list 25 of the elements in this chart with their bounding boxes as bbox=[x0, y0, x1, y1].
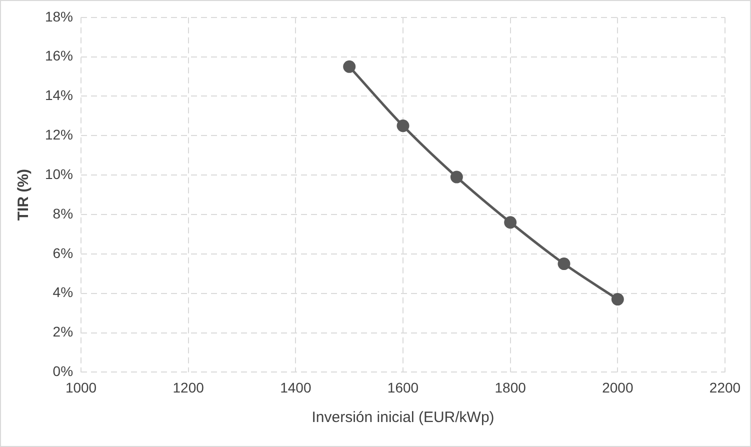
point bbox=[396, 120, 410, 132]
y-tick-label: 10% bbox=[44, 166, 74, 182]
y-axis-title: TIR (%) bbox=[15, 168, 32, 221]
y-tick-label: 12% bbox=[44, 126, 74, 143]
x-tick-label: 2000 bbox=[602, 379, 634, 396]
y-tick-label: 8% bbox=[52, 205, 74, 222]
point bbox=[611, 293, 624, 306]
y-tick-label: 4% bbox=[52, 284, 74, 300]
y-tick-label: 6% bbox=[52, 244, 74, 261]
point bbox=[343, 60, 356, 73]
y-tick-label: 18% bbox=[44, 8, 74, 24]
x-axis-title: Inversión inicial (EUR/kWp) bbox=[312, 409, 494, 426]
y-tick-label: 16% bbox=[44, 48, 74, 64]
point bbox=[504, 216, 517, 229]
point bbox=[558, 258, 570, 270]
x-tick-label: 1400 bbox=[280, 379, 312, 396]
x-tick-label: 1800 bbox=[494, 379, 526, 396]
x-tick-label: 1600 bbox=[387, 379, 419, 396]
y-tick-label: 0% bbox=[52, 363, 74, 380]
x-tick-label: 1000 bbox=[65, 379, 97, 396]
point bbox=[450, 170, 463, 184]
x-tick-label: 2200 bbox=[709, 379, 741, 396]
y-tick-label: 14% bbox=[44, 87, 74, 104]
x-tick-label: 1200 bbox=[172, 379, 204, 396]
y-tick-label: 2% bbox=[52, 324, 74, 340]
